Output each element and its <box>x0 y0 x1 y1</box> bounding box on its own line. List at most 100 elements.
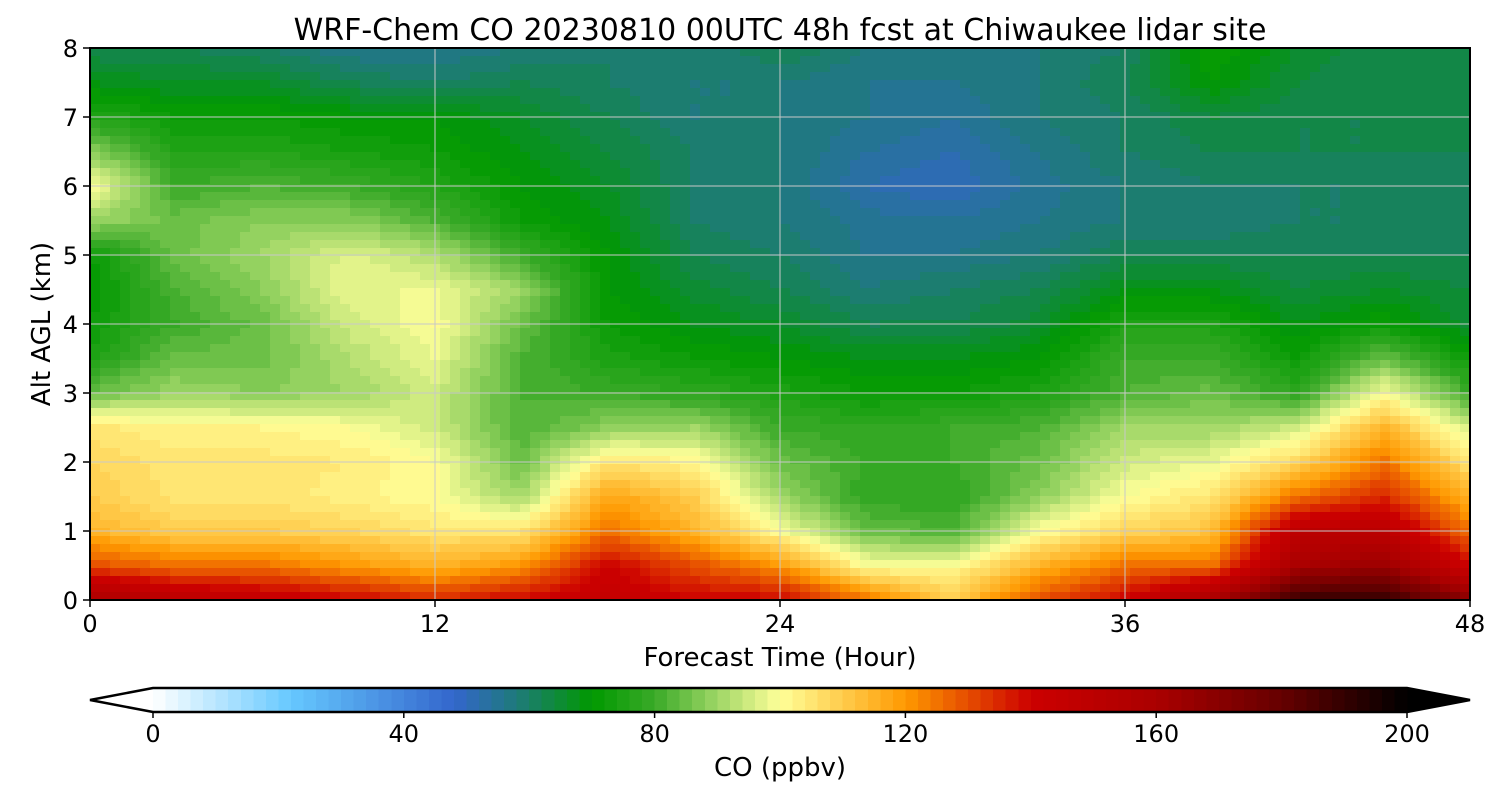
contour-cell <box>730 72 741 81</box>
contour-cell <box>90 120 101 129</box>
contour-cell <box>140 240 151 249</box>
contour-cell <box>1290 152 1301 161</box>
contour-cell <box>740 160 751 169</box>
contour-cell <box>850 88 861 97</box>
contour-cell <box>1160 200 1171 209</box>
contour-cell <box>610 184 621 193</box>
contour-cell <box>770 136 781 145</box>
contour-cell <box>460 304 471 313</box>
contour-cell <box>1030 288 1041 297</box>
contour-cell <box>500 160 511 169</box>
contour-cell <box>1210 184 1221 193</box>
contour-cell <box>1010 64 1021 73</box>
contour-cell <box>380 248 391 257</box>
contour-cell <box>1430 48 1441 57</box>
contour-cell <box>950 208 961 217</box>
contour-cell <box>130 224 141 233</box>
contour-cell <box>1330 80 1341 89</box>
contour-cell <box>550 128 561 137</box>
contour-cell <box>130 264 141 273</box>
contour-cell <box>880 136 891 145</box>
contour-cell <box>180 96 191 105</box>
contour-cell <box>1230 232 1241 241</box>
contour-cell <box>240 144 251 153</box>
contour-cell <box>360 232 371 241</box>
contour-cell <box>210 56 221 65</box>
contour-cell <box>590 328 601 337</box>
contour-cell <box>530 288 541 297</box>
contour-cell <box>1340 96 1351 105</box>
contour-cell <box>540 328 551 337</box>
contour-cell <box>300 120 311 129</box>
contour-cell <box>530 200 541 209</box>
contour-cell <box>1280 224 1291 233</box>
contour-cell <box>350 304 361 313</box>
contour-cell <box>260 264 271 273</box>
contour-cell <box>630 328 641 337</box>
contour-cell <box>160 160 171 169</box>
contour-cell <box>350 264 361 273</box>
contour-cell <box>880 120 891 129</box>
contour-cell <box>700 56 711 65</box>
contour-cell <box>460 104 471 113</box>
contour-cell <box>210 64 221 73</box>
contour-cell <box>260 336 271 345</box>
contour-cell <box>1000 128 1011 137</box>
contour-cell <box>1030 200 1041 209</box>
contour-cell <box>740 256 751 265</box>
contour-cell <box>470 176 481 185</box>
contour-cell <box>390 88 401 97</box>
contour-cell <box>1190 272 1201 281</box>
contour-cell <box>100 144 111 153</box>
contour-cell <box>1110 96 1121 105</box>
contour-cell <box>980 136 991 145</box>
contour-cell <box>720 80 731 89</box>
contour-cell <box>1110 280 1121 289</box>
contour-cell <box>910 112 921 121</box>
contour-cell <box>550 72 561 81</box>
contour-cell <box>860 144 871 153</box>
contour-cell <box>360 184 371 193</box>
contour-cell <box>220 280 231 289</box>
contour-cell <box>1360 160 1371 169</box>
contour-cell <box>1060 160 1071 169</box>
contour-cell <box>1390 72 1401 81</box>
contour-cell <box>600 280 611 289</box>
contour-cell <box>360 144 371 153</box>
contour-cell <box>500 216 511 225</box>
contour-cell <box>1440 280 1451 289</box>
contour-cell <box>1160 168 1171 177</box>
contour-cell <box>140 224 151 233</box>
contour-cell <box>230 248 241 257</box>
contour-cell <box>820 168 831 177</box>
contour-cell <box>1350 176 1361 185</box>
contour-cell <box>590 72 601 81</box>
contour-cell <box>1060 72 1071 81</box>
contour-cell <box>440 280 451 289</box>
contour-cell <box>190 88 201 97</box>
contour-cell <box>900 136 911 145</box>
contour-cell <box>1130 136 1141 145</box>
contour-cell <box>690 176 701 185</box>
contour-cell <box>690 128 701 137</box>
contour-cell <box>800 128 811 137</box>
contour-cell <box>570 240 581 249</box>
contour-cell <box>370 152 381 161</box>
contour-cell <box>1220 120 1231 129</box>
contour-cell <box>580 272 591 281</box>
contour-cell <box>100 296 111 305</box>
contour-cell <box>610 88 621 97</box>
contour-cell <box>1370 184 1381 193</box>
contour-cell <box>170 232 181 241</box>
contour-cell <box>1390 176 1401 185</box>
contour-cell <box>630 208 641 217</box>
contour-cell <box>1220 168 1231 177</box>
contour-cell <box>280 240 291 249</box>
contour-cell <box>530 112 541 121</box>
contour-cell <box>460 160 471 169</box>
contour-cell <box>1260 160 1271 169</box>
contour-cell <box>540 264 551 273</box>
contour-cell <box>240 240 251 249</box>
contour-cell <box>1090 312 1101 321</box>
contour-cell <box>340 192 351 201</box>
